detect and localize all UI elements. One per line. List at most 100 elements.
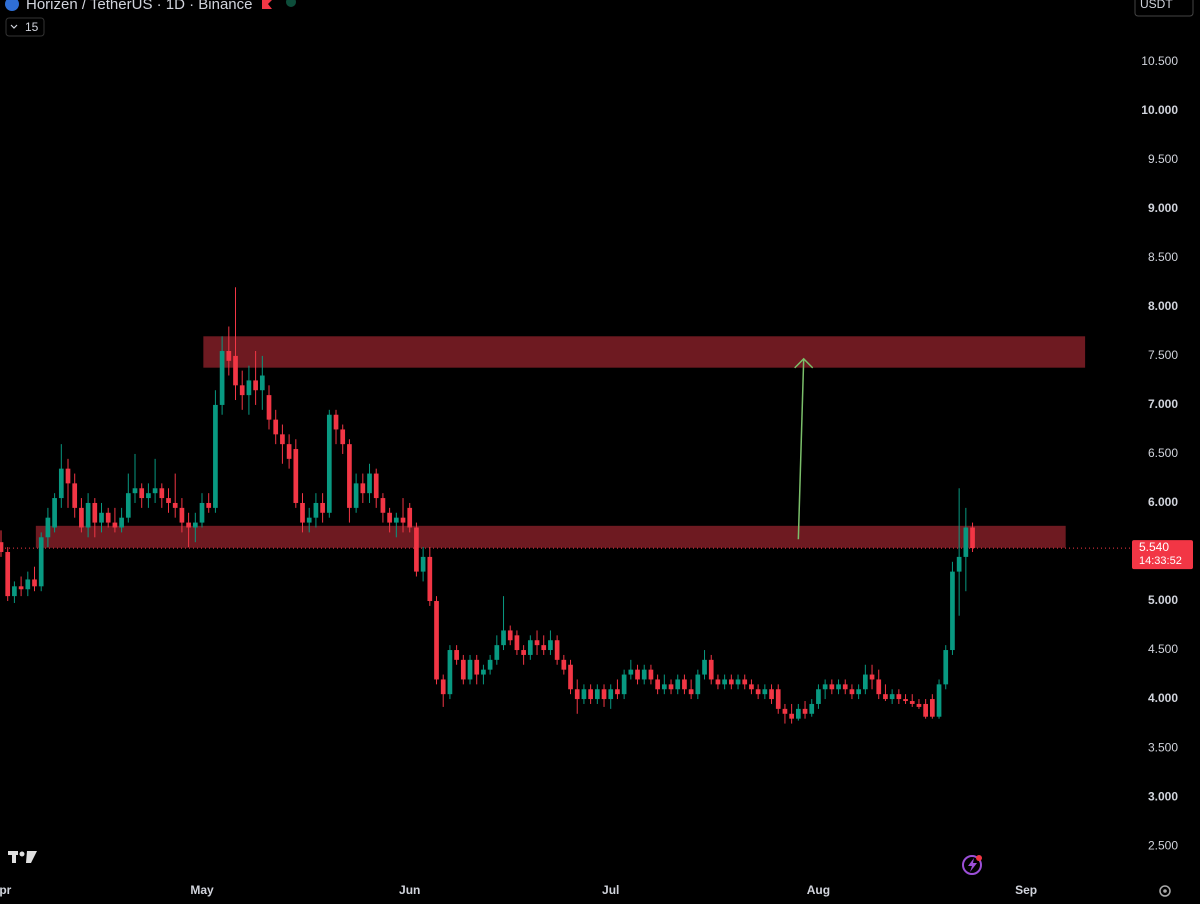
lightning-icon[interactable] (962, 855, 982, 875)
candle-body (494, 645, 500, 660)
candle-body (487, 659, 493, 670)
chevron (10, 24, 18, 29)
candle-body (474, 659, 480, 675)
candle-body (407, 507, 413, 528)
candle-body (829, 684, 835, 690)
candle-body (728, 679, 734, 685)
candle-body (353, 483, 359, 508)
candle-body (427, 556, 433, 602)
candle-body (293, 449, 299, 503)
candle-body (903, 699, 908, 702)
candle-body (574, 689, 580, 700)
y-tick-label: 10.000 (1141, 103, 1178, 117)
candle-body (554, 640, 560, 660)
candle-body (233, 355, 238, 386)
candle-body (749, 684, 754, 690)
candle-body (65, 468, 71, 484)
candle-body (481, 669, 486, 675)
y-tick-label: 3.500 (1148, 740, 1178, 754)
candle-body (79, 507, 84, 528)
y-tick-label: 8.500 (1148, 250, 1178, 264)
candle-body (581, 689, 587, 700)
y-tick-label: 10.500 (1141, 54, 1178, 68)
candle-body (601, 689, 607, 700)
candle-body (18, 586, 24, 590)
candle-body (266, 395, 272, 420)
candle-body (273, 419, 279, 435)
candle-body (548, 640, 553, 651)
candle-body (862, 674, 868, 690)
candle-body (172, 502, 178, 508)
candle-body (635, 669, 640, 680)
y-tick-label: 6.000 (1148, 495, 1178, 509)
candle-body (454, 650, 459, 660)
candle-body (782, 708, 788, 714)
candle-body (159, 488, 165, 499)
candle-body (92, 502, 98, 523)
candle-body (192, 522, 198, 528)
candle-body (400, 517, 406, 523)
notification-dot (976, 855, 982, 861)
interval-box[interactable] (5, 17, 45, 37)
candle-body (320, 502, 325, 513)
candle-body (119, 517, 124, 528)
candle-body (414, 527, 419, 572)
candle-body (795, 708, 801, 719)
candle-body (909, 701, 915, 704)
candle-body (661, 684, 667, 690)
candle-body (447, 650, 453, 695)
flag-icon[interactable] (262, 0, 272, 9)
y-tick-label: 9.000 (1148, 201, 1178, 215)
candle-body (648, 669, 654, 680)
candle-body (286, 444, 292, 459)
currency-box[interactable] (1134, 0, 1194, 17)
candle-body (836, 684, 841, 690)
candle-body (762, 689, 768, 695)
candle-body (306, 517, 312, 523)
candle-body (112, 522, 118, 528)
candle-body (152, 488, 158, 494)
candle-body (132, 488, 138, 494)
candle-body (507, 630, 513, 641)
candle-body (682, 679, 687, 690)
candle-body (186, 522, 191, 528)
settings-icon[interactable] (1159, 885, 1171, 897)
candle-body (883, 694, 888, 700)
candle-body (219, 351, 225, 405)
candle-body (950, 571, 955, 651)
candle-body (608, 689, 614, 700)
candle-body (99, 512, 104, 523)
candle-body (541, 645, 547, 651)
candle-body (460, 659, 466, 680)
candle-body (226, 351, 232, 361)
zone (35, 525, 1066, 548)
arrow-head (794, 357, 814, 369)
candle-body (668, 684, 674, 690)
status-dot (286, 0, 296, 7)
logo (8, 851, 37, 863)
x-tick-label: Apr (0, 883, 12, 897)
candle-body (246, 380, 252, 396)
countdown: 14:33:52 (1139, 555, 1182, 567)
candle-body (313, 502, 319, 518)
candle-body (12, 586, 17, 597)
candle-body (809, 703, 815, 714)
candle-body (943, 650, 949, 685)
candle-body (970, 527, 975, 549)
candle-body (387, 512, 392, 523)
candle-body (166, 498, 171, 503)
candle-body (916, 703, 922, 707)
candle-body (896, 694, 902, 700)
candle-body (621, 674, 627, 695)
candle-body (434, 601, 439, 680)
y-tick-label: 4.500 (1148, 642, 1178, 656)
candle-body (501, 630, 506, 646)
x-tick-label: Sep (1015, 883, 1037, 897)
candle-body (527, 640, 533, 655)
candle-body (139, 488, 145, 499)
lightning-bolt (968, 858, 977, 872)
candle-body (199, 502, 205, 523)
candle-body (702, 659, 707, 675)
candle-body (715, 679, 721, 685)
